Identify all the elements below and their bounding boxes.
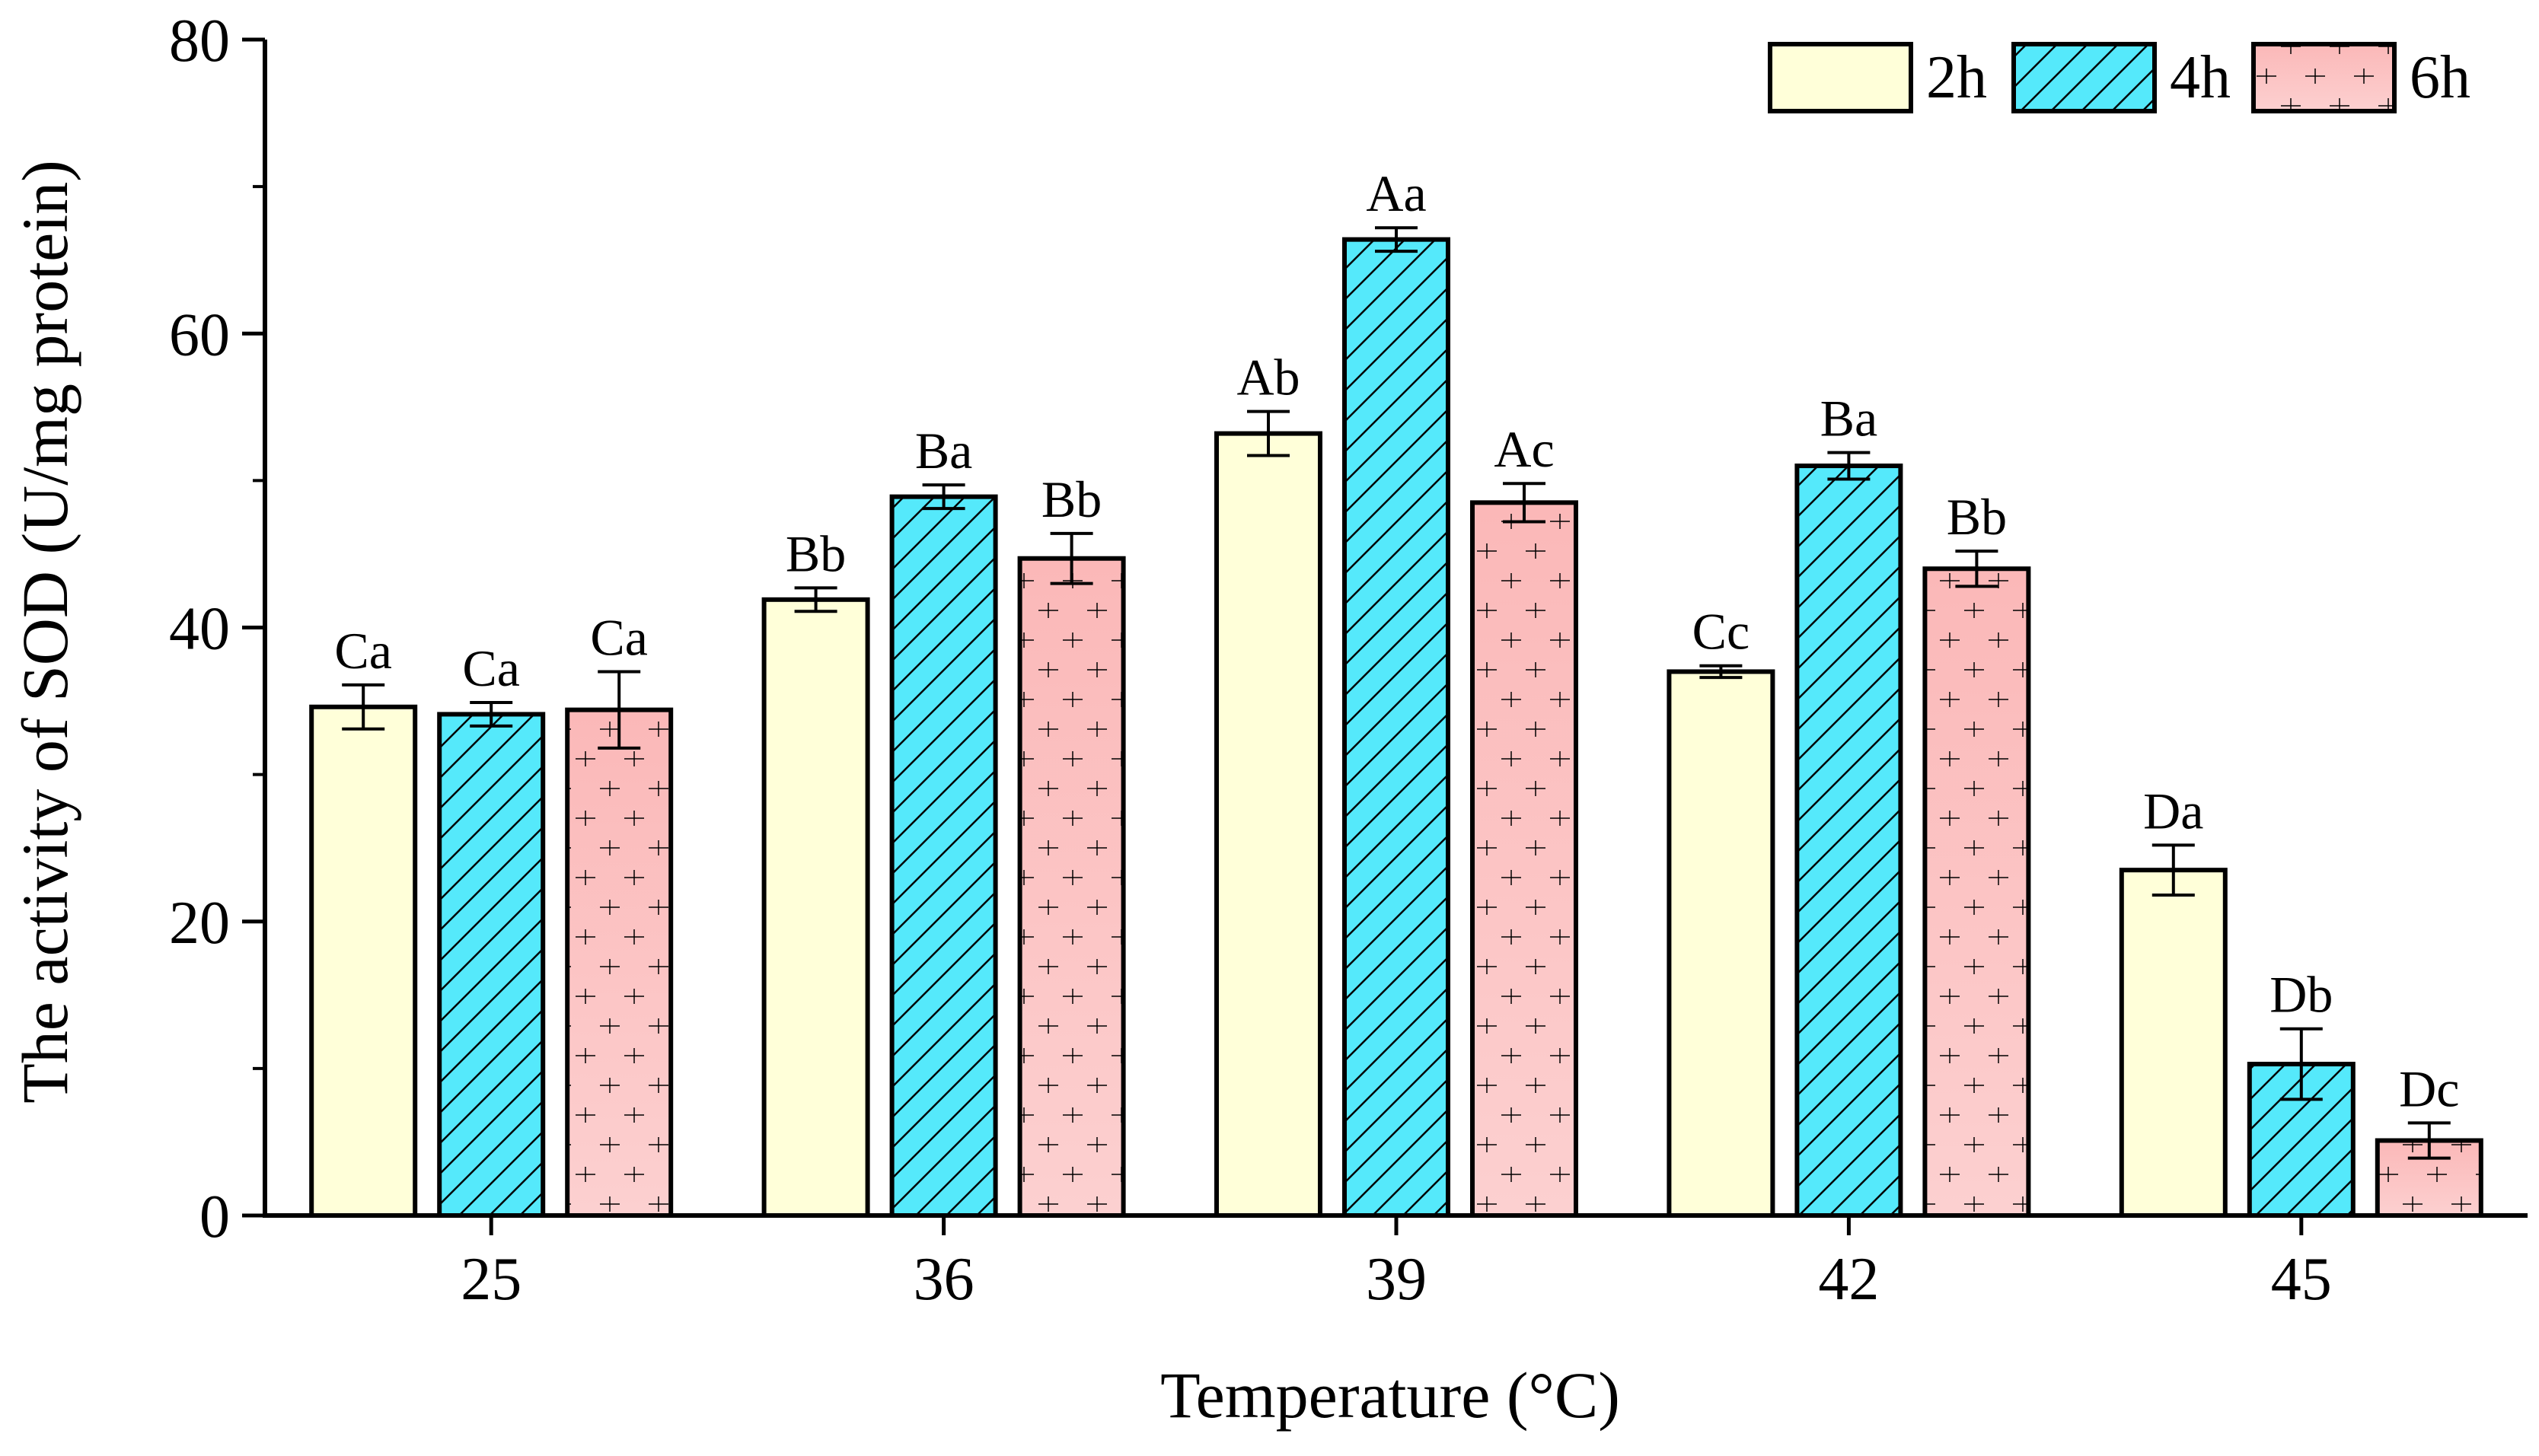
y-tick-label-20: 20	[169, 890, 230, 957]
significance-label-2h-42: Cc	[1692, 603, 1750, 661]
error-bar-4h-45	[2279, 1027, 2323, 1101]
y-tick-label-0: 0	[199, 1184, 230, 1251]
bar-pattern-4h-39	[1344, 239, 1448, 1215]
legend-swatch-pattern-4h	[2014, 44, 2155, 111]
error-bar-6h-45	[2407, 1121, 2451, 1160]
error-bar-4h-42	[1827, 451, 1871, 481]
significance-label-4h-36: Ba	[915, 422, 973, 479]
x-tick-label-25: 25	[461, 1246, 522, 1313]
significance-label-2h-39: Ab	[1236, 349, 1300, 406]
significance-label-6h-42: Bb	[1947, 488, 2007, 546]
bar-pattern-6h-36	[1019, 558, 1124, 1215]
error-bar-4h-36	[922, 483, 965, 511]
legend-label-6h: 6h	[2410, 44, 2470, 111]
significance-label-4h-45: Db	[2269, 966, 2333, 1024]
significance-label-6h-39: Ac	[1494, 420, 1554, 478]
significance-label-4h-42: Ba	[1820, 390, 1878, 448]
legend-label-4h: 4h	[2170, 44, 2231, 111]
x-tick-label-36: 36	[914, 1246, 974, 1313]
significance-label-2h-45: Da	[2143, 782, 2203, 840]
significance-label-4h-25: Ca	[462, 639, 520, 697]
bar-pattern-6h-39	[1472, 502, 1576, 1215]
bar-2h-39	[1217, 433, 1320, 1216]
significance-label-6h-45: Dc	[2399, 1059, 2459, 1117]
bar-pattern-4h-42	[1797, 466, 1901, 1215]
error-bar-6h-39	[1503, 482, 1545, 524]
y-tick-label-60: 60	[169, 301, 230, 368]
x-tick-label-42: 42	[1818, 1246, 1879, 1313]
bar-pattern-4h-25	[439, 714, 544, 1215]
y-tick-label-40: 40	[169, 596, 230, 663]
bar-pattern-6h-42	[1925, 569, 2029, 1215]
legend-swatch-2h	[1770, 44, 1911, 111]
error-bar-2h-42	[1699, 664, 1743, 680]
significance-label-4h-39: Aa	[1366, 164, 1426, 222]
error-bar-6h-36	[1050, 531, 1093, 585]
legend-swatch-outline-2h	[1768, 42, 1913, 113]
bar-2h-42	[1669, 671, 1773, 1215]
error-bar-6h-42	[1955, 550, 1998, 588]
error-bar-2h-36	[794, 586, 837, 613]
legend-label-2h: 2h	[1926, 44, 1987, 111]
significance-label-2h-25: Ca	[334, 622, 392, 680]
x-tick-label-39: 39	[1366, 1246, 1427, 1313]
error-bar-2h-25	[342, 683, 385, 731]
legend-swatch-outline-4h	[2011, 42, 2157, 113]
bar-2h-36	[764, 599, 868, 1215]
error-bar-4h-25	[470, 700, 513, 728]
legend-swatch-pattern-6h	[2254, 44, 2394, 111]
bar-2h-25	[311, 706, 416, 1215]
error-bar-4h-39	[1375, 226, 1418, 253]
y-tick-label-80: 80	[169, 8, 230, 75]
x-tick-label-45: 45	[2271, 1246, 2332, 1313]
significance-label-2h-36: Bb	[786, 524, 846, 582]
bar-pattern-4h-36	[892, 496, 996, 1215]
significance-label-6h-36: Bb	[1041, 470, 1102, 528]
error-bar-2h-45	[2151, 843, 2195, 897]
legend-swatch-outline-6h	[2251, 42, 2397, 113]
bar-2h-45	[2121, 870, 2225, 1215]
x-axis-label: Temperature (°C)	[1160, 1359, 1620, 1432]
bar-pattern-6h-25	[567, 709, 671, 1215]
error-bar-2h-39	[1247, 409, 1290, 457]
error-bar-6h-25	[598, 670, 641, 750]
y-axis-label: The activity of SOD (U/mg protein)	[8, 160, 81, 1104]
significance-label-6h-25: Ca	[590, 608, 648, 666]
